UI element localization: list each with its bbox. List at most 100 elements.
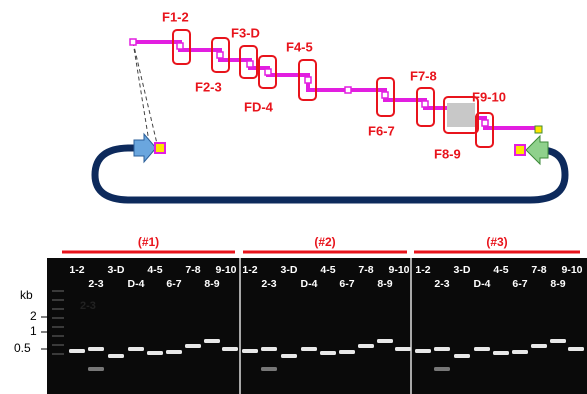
panel-label: (#1) xyxy=(138,235,159,249)
ladder-band xyxy=(52,290,64,292)
lane-label: 7-8 xyxy=(358,264,373,276)
junction-marker xyxy=(382,92,388,98)
gel-band xyxy=(568,347,584,351)
lane-label: 1-2 xyxy=(69,264,84,276)
junction-marker xyxy=(265,69,271,75)
gel-band xyxy=(493,351,509,355)
fragment-label: F7-8 xyxy=(410,68,437,83)
gel-band xyxy=(166,350,182,354)
lane-label: 3-D xyxy=(281,264,298,276)
gel-band xyxy=(434,367,450,371)
lane-label: 6-7 xyxy=(512,278,527,290)
panel-label: (#3) xyxy=(486,235,507,249)
junction-marker xyxy=(130,39,136,45)
fragment-label: F9-10 xyxy=(472,89,506,104)
vector-backbone xyxy=(95,148,565,200)
lane-label: 1-2 xyxy=(415,264,430,276)
figure: F1-2F2-3F3-DFD-4F4-5F6-7F7-8F8-9F9-10kb2… xyxy=(0,0,587,394)
gel-band xyxy=(320,351,336,355)
junction-square xyxy=(515,145,525,155)
gel-band xyxy=(512,350,528,354)
gel-band xyxy=(185,344,201,348)
lane-label: 9-10 xyxy=(388,264,409,276)
junction-square xyxy=(535,126,542,133)
gel-band xyxy=(261,347,277,351)
junction-marker xyxy=(482,120,488,126)
gel-band xyxy=(147,351,163,355)
size-marker: 0.5 xyxy=(14,341,31,355)
green-arrow xyxy=(526,136,548,164)
gel-band xyxy=(395,347,411,351)
gel-band xyxy=(301,347,317,351)
gel-band xyxy=(550,339,566,343)
lane-label: 9-10 xyxy=(215,264,236,276)
lane-label: D-4 xyxy=(128,278,145,290)
gel-band xyxy=(88,347,104,351)
junction-marker xyxy=(177,43,183,49)
lane-label: D-4 xyxy=(474,278,491,290)
ladder-band xyxy=(52,353,64,355)
gel-band xyxy=(474,347,490,351)
lane-label: 4-5 xyxy=(147,264,162,276)
fragment-label: F4-5 xyxy=(286,39,313,54)
dashed-link xyxy=(133,42,150,148)
lane-label: D-4 xyxy=(301,278,318,290)
fragment-label: F3-D xyxy=(231,25,260,40)
junction-marker xyxy=(305,77,311,83)
lane-label: 6-7 xyxy=(166,278,181,290)
dashed-link xyxy=(133,42,158,148)
gel-band xyxy=(128,347,144,351)
lane-label: 9-10 xyxy=(561,264,582,276)
lane-label: 1-2 xyxy=(242,264,257,276)
fragment-label: FD-4 xyxy=(244,99,274,114)
lane-label: 7-8 xyxy=(185,264,200,276)
ladder-band xyxy=(52,326,64,328)
ladder-band xyxy=(52,344,64,346)
lane-label: 3-D xyxy=(454,264,471,276)
gel-band xyxy=(281,354,297,358)
junction-square xyxy=(155,143,165,153)
ladder-band xyxy=(52,335,64,337)
gel-band xyxy=(531,344,547,348)
fragment-label: F1-2 xyxy=(162,9,189,24)
gel-band xyxy=(242,349,258,353)
construct-diagram xyxy=(95,42,565,200)
ladder-band xyxy=(52,317,64,319)
gel-band xyxy=(434,347,450,351)
junction-marker xyxy=(247,61,253,67)
ladder-note: 2-3 xyxy=(80,300,96,312)
fragment-label: F6-7 xyxy=(368,123,395,138)
blue-arrow xyxy=(134,134,156,162)
lane-label: 8-9 xyxy=(204,278,219,290)
lane-label: 4-5 xyxy=(320,264,335,276)
lane-label: 6-7 xyxy=(339,278,354,290)
size-marker: 2 xyxy=(30,309,37,323)
gel-band xyxy=(415,349,431,353)
junction-marker xyxy=(422,101,428,107)
gel-band xyxy=(261,367,277,371)
gel-band xyxy=(222,347,238,351)
lane-label: 2-3 xyxy=(261,278,276,290)
gel-band xyxy=(108,354,124,358)
lane-label: 4-5 xyxy=(493,264,508,276)
gel-band xyxy=(454,354,470,358)
lane-label: 8-9 xyxy=(550,278,565,290)
gel-band xyxy=(377,339,393,343)
lane-label: 7-8 xyxy=(531,264,546,276)
gel-band xyxy=(69,349,85,353)
gel-band xyxy=(204,339,220,343)
ladder-band xyxy=(52,308,64,310)
junction-marker xyxy=(217,52,223,58)
fragment-label: F8-9 xyxy=(434,146,461,161)
gel-band xyxy=(358,344,374,348)
size-marker: 1 xyxy=(30,324,37,338)
lane-label: 2-3 xyxy=(434,278,449,290)
junction-marker xyxy=(345,87,351,93)
ladder-band xyxy=(52,299,64,301)
lane-label: 2-3 xyxy=(88,278,103,290)
panel-label: (#2) xyxy=(314,235,335,249)
gray-block xyxy=(447,103,475,127)
unit-label: kb xyxy=(20,288,33,302)
lane-label: 8-9 xyxy=(377,278,392,290)
lane-label: 3-D xyxy=(108,264,125,276)
